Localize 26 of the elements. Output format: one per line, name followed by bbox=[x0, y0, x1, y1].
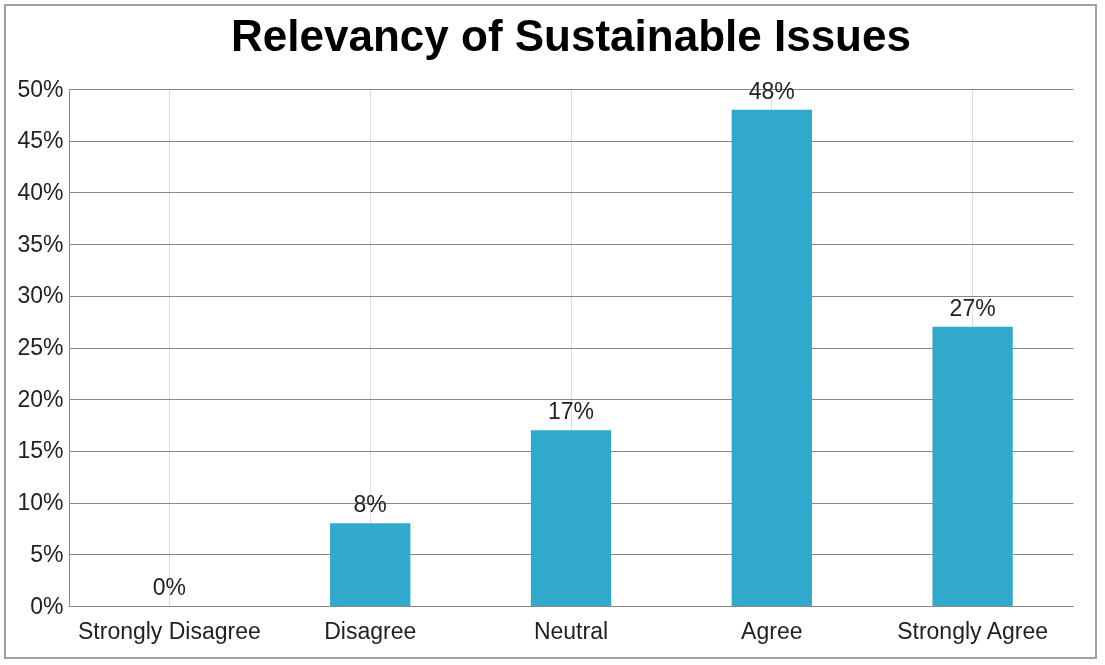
y-tick-label: 35% bbox=[17, 230, 64, 257]
x-tick-label: Strongly Agree bbox=[897, 617, 1049, 644]
y-tick-label: 30% bbox=[17, 282, 64, 309]
x-tick-label: Strongly Disagree bbox=[77, 617, 261, 644]
y-tick-label: 20% bbox=[17, 385, 64, 412]
y-tick-label: 50% bbox=[17, 75, 64, 102]
x-tick-label: Neutral bbox=[533, 617, 609, 644]
data-label: 48% bbox=[748, 77, 795, 104]
data-label: 27% bbox=[949, 294, 996, 321]
bar bbox=[330, 523, 411, 606]
y-tick-label: 40% bbox=[17, 178, 64, 205]
y-tick-label: 10% bbox=[17, 489, 64, 516]
y-tick-label: 15% bbox=[17, 437, 64, 464]
x-tick-label: Disagree bbox=[324, 617, 417, 644]
x-tick-label: Agree bbox=[741, 617, 803, 644]
y-tick-label: 5% bbox=[30, 540, 64, 567]
data-label: 8% bbox=[353, 491, 387, 518]
data-label: 17% bbox=[547, 398, 595, 425]
bar bbox=[530, 430, 612, 606]
chart-title: Relevancy of Sustainable Issues bbox=[231, 11, 911, 60]
y-tick-label: 0% bbox=[30, 592, 64, 619]
y-tick-label: 45% bbox=[17, 127, 64, 154]
bar bbox=[932, 326, 1013, 606]
data-label: 0% bbox=[152, 574, 187, 600]
bar bbox=[731, 109, 812, 606]
y-tick-label: 25% bbox=[17, 334, 64, 360]
